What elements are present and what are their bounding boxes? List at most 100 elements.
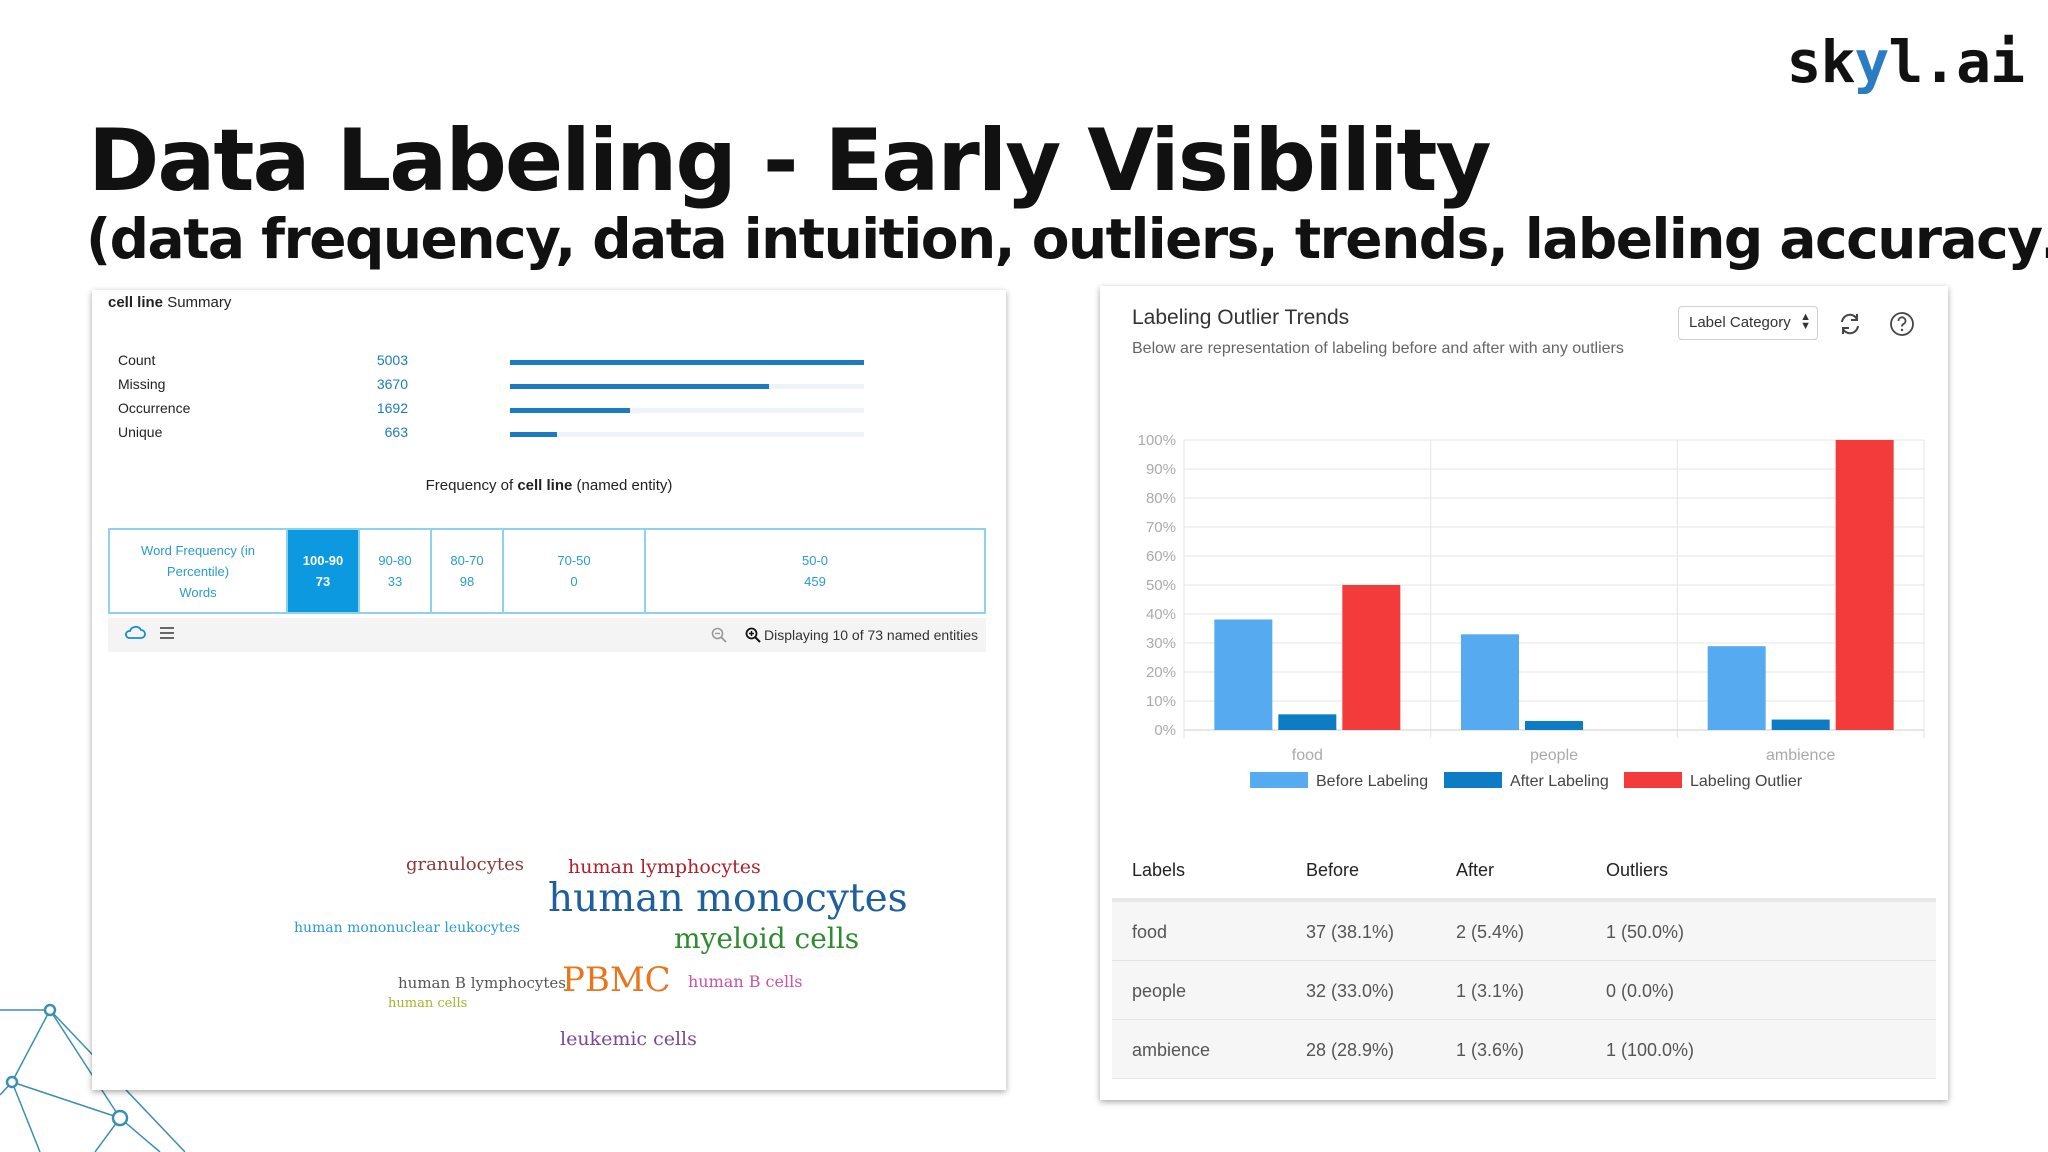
stat-bar [510, 432, 558, 437]
stat-row-occurrence: Occurrence 1692 [118, 400, 938, 422]
table-cell: 0 (0.0%) [1606, 981, 1675, 1001]
table-cell: 1 (100.0%) [1606, 1040, 1695, 1060]
word-frequency-table: Word Frequency (in Percentile) Words 100… [108, 528, 986, 614]
y-tick-label: 90% [1146, 461, 1176, 478]
legend-label: Before Labeling [1316, 773, 1428, 790]
stat-label: Unique [118, 424, 163, 440]
wordcloud-word[interactable]: human monocytes [548, 876, 908, 921]
legend-label: Labeling Outlier [1690, 773, 1803, 790]
column-header: Before [1306, 860, 1360, 880]
frequency-bucket-90-80[interactable]: 90-80 33 [360, 530, 432, 612]
frequency-bucket-70-50[interactable]: 70-50 0 [504, 530, 646, 612]
display-count-text: Displaying 10 of 73 named entities [763, 627, 978, 643]
stat-row-missing: Missing 3670 [118, 376, 938, 398]
stat-bar-track [510, 432, 864, 437]
chart-bar [1707, 646, 1766, 730]
stat-bar [510, 384, 770, 389]
slide-title: Data Labeling - Early Visibility [88, 111, 1492, 211]
table-cell: 1 (50.0%) [1606, 922, 1685, 942]
list-icon[interactable] [158, 624, 176, 642]
legend-swatch [1250, 772, 1308, 788]
stat-value: 663 [384, 424, 408, 440]
wordcloud-word[interactable]: myeloid cells [674, 922, 860, 955]
table-row: people 32 (33.0%) 1 (3.1%) 0 (0.0%) [1112, 961, 1936, 1020]
table-cell: 28 (28.9%) [1306, 1040, 1395, 1060]
stat-bar-track [510, 360, 864, 365]
wordcloud-word[interactable]: human cells [388, 996, 468, 1011]
wordcloud-word[interactable]: human B lymphocytes [398, 974, 566, 992]
stat-row-unique: Unique 663 [118, 424, 938, 446]
cloud-icon[interactable] [124, 624, 146, 642]
wordcloud-word[interactable]: human mononuclear leukocytes [294, 920, 520, 936]
wordcloud-word[interactable]: human B cells [688, 972, 803, 991]
zoom-out-icon[interactable] [710, 626, 728, 644]
outlier-bar-chart: 0% 10% 20% 30% 40% 50% 60% 70% 80% 90% 100% food peo… [1138, 432, 1925, 790]
chart-bar [1342, 585, 1401, 730]
y-tick-label: 60% [1146, 548, 1176, 565]
zoom-in-icon[interactable] [744, 626, 762, 644]
table-row: ambience 28 (28.9%) 1 (3.6%) 1 (100.0%) [1112, 1020, 1936, 1079]
table-cell: people [1132, 981, 1187, 1001]
table-cell: 2 (5.4%) [1456, 922, 1525, 942]
chart-bar [1214, 619, 1273, 730]
stat-value: 1692 [376, 400, 408, 416]
column-header: After [1456, 860, 1495, 880]
stat-label: Count [118, 352, 156, 368]
chart-bar [1461, 634, 1519, 730]
label-category-select[interactable]: Label Category ▲ ▼ [1678, 306, 1818, 340]
stat-bar [510, 408, 630, 413]
x-tick-label: ambience [1766, 747, 1835, 764]
stat-value: 5003 [376, 352, 408, 368]
select-arrows-icon: ▲ ▼ [1800, 311, 1811, 332]
stat-label: Occurrence [118, 400, 191, 416]
x-tick-label: food [1292, 747, 1323, 764]
y-tick-label: 80% [1146, 490, 1176, 507]
y-tick-label: 10% [1146, 693, 1176, 710]
y-tick-label: 100% [1138, 432, 1176, 449]
y-tick-label: 0% [1154, 722, 1176, 739]
stat-label: Missing [118, 376, 166, 392]
cell-line-summary-panel: cell line Summary Count 5003 Missing 367… [92, 290, 1006, 1090]
wordcloud-word[interactable]: leukemic cells [560, 1028, 697, 1050]
summary-title: cell line Summary [108, 294, 232, 311]
x-tick-label: people [1530, 747, 1578, 764]
table-row: food 37 (38.1%) 2 (5.4%) 1 (50.0%) [1112, 902, 1936, 961]
table-cell: food [1132, 922, 1168, 942]
chart-bar [1278, 714, 1337, 730]
outlier-table: Labels Before After Outliers food 37 (38… [1112, 842, 1936, 1079]
slide-subtitle: (data frequency, data intuition, outlier… [86, 207, 2048, 271]
legend-swatch [1444, 772, 1502, 788]
frequency-bucket-50-0[interactable]: 50-0 459 [801, 553, 829, 589]
stat-row-count: Count 5003 [118, 352, 938, 374]
stat-bar [510, 360, 864, 365]
wordcloud-word[interactable]: PBMC [562, 960, 671, 1000]
y-tick-label: 50% [1146, 577, 1176, 594]
table-cell: 1 (3.1%) [1456, 981, 1525, 1001]
wordcloud-word[interactable]: human lymphocytes [568, 856, 761, 878]
y-tick-label: 70% [1146, 519, 1176, 536]
legend-swatch [1624, 772, 1682, 788]
chart-bar [1525, 721, 1583, 730]
stat-bar-track [510, 384, 864, 389]
refresh-icon[interactable] [1836, 310, 1864, 338]
table-cell: 32 (33.0%) [1306, 981, 1395, 1001]
labeling-outlier-panel: Labeling Outlier Trends Below are repres… [1100, 286, 1948, 1100]
skyl-logo: skyl.ai [1786, 28, 2025, 96]
table-cell: 37 (38.1%) [1306, 922, 1395, 942]
frequency-bucket-80-70[interactable]: 80-70 98 [432, 530, 504, 612]
outlier-panel-title: Labeling Outlier Trends [1132, 306, 1350, 329]
stat-bar-track [510, 408, 864, 413]
network-decoration [0, 1003, 186, 1152]
y-tick-label: 40% [1146, 606, 1176, 623]
table-cell: 1 (3.6%) [1456, 1040, 1525, 1060]
wordcloud-word[interactable]: granulocytes [406, 854, 525, 875]
help-icon[interactable] [1888, 310, 1916, 338]
frequency-caption: Frequency of cell line (named entity) [425, 477, 673, 494]
chart-bar [1835, 440, 1894, 730]
y-tick-label: 20% [1146, 664, 1176, 681]
frequency-header-cell: Word Frequency (in Percentile) Words [110, 530, 288, 612]
table-header-row: Labels Before After Outliers [1112, 842, 1936, 902]
wordcloud-toolbar: Displaying 10 of 73 named entities [108, 618, 986, 652]
legend-label: After Labeling [1510, 773, 1609, 790]
frequency-bucket-100-90[interactable]: 100-90 73 [288, 530, 360, 612]
